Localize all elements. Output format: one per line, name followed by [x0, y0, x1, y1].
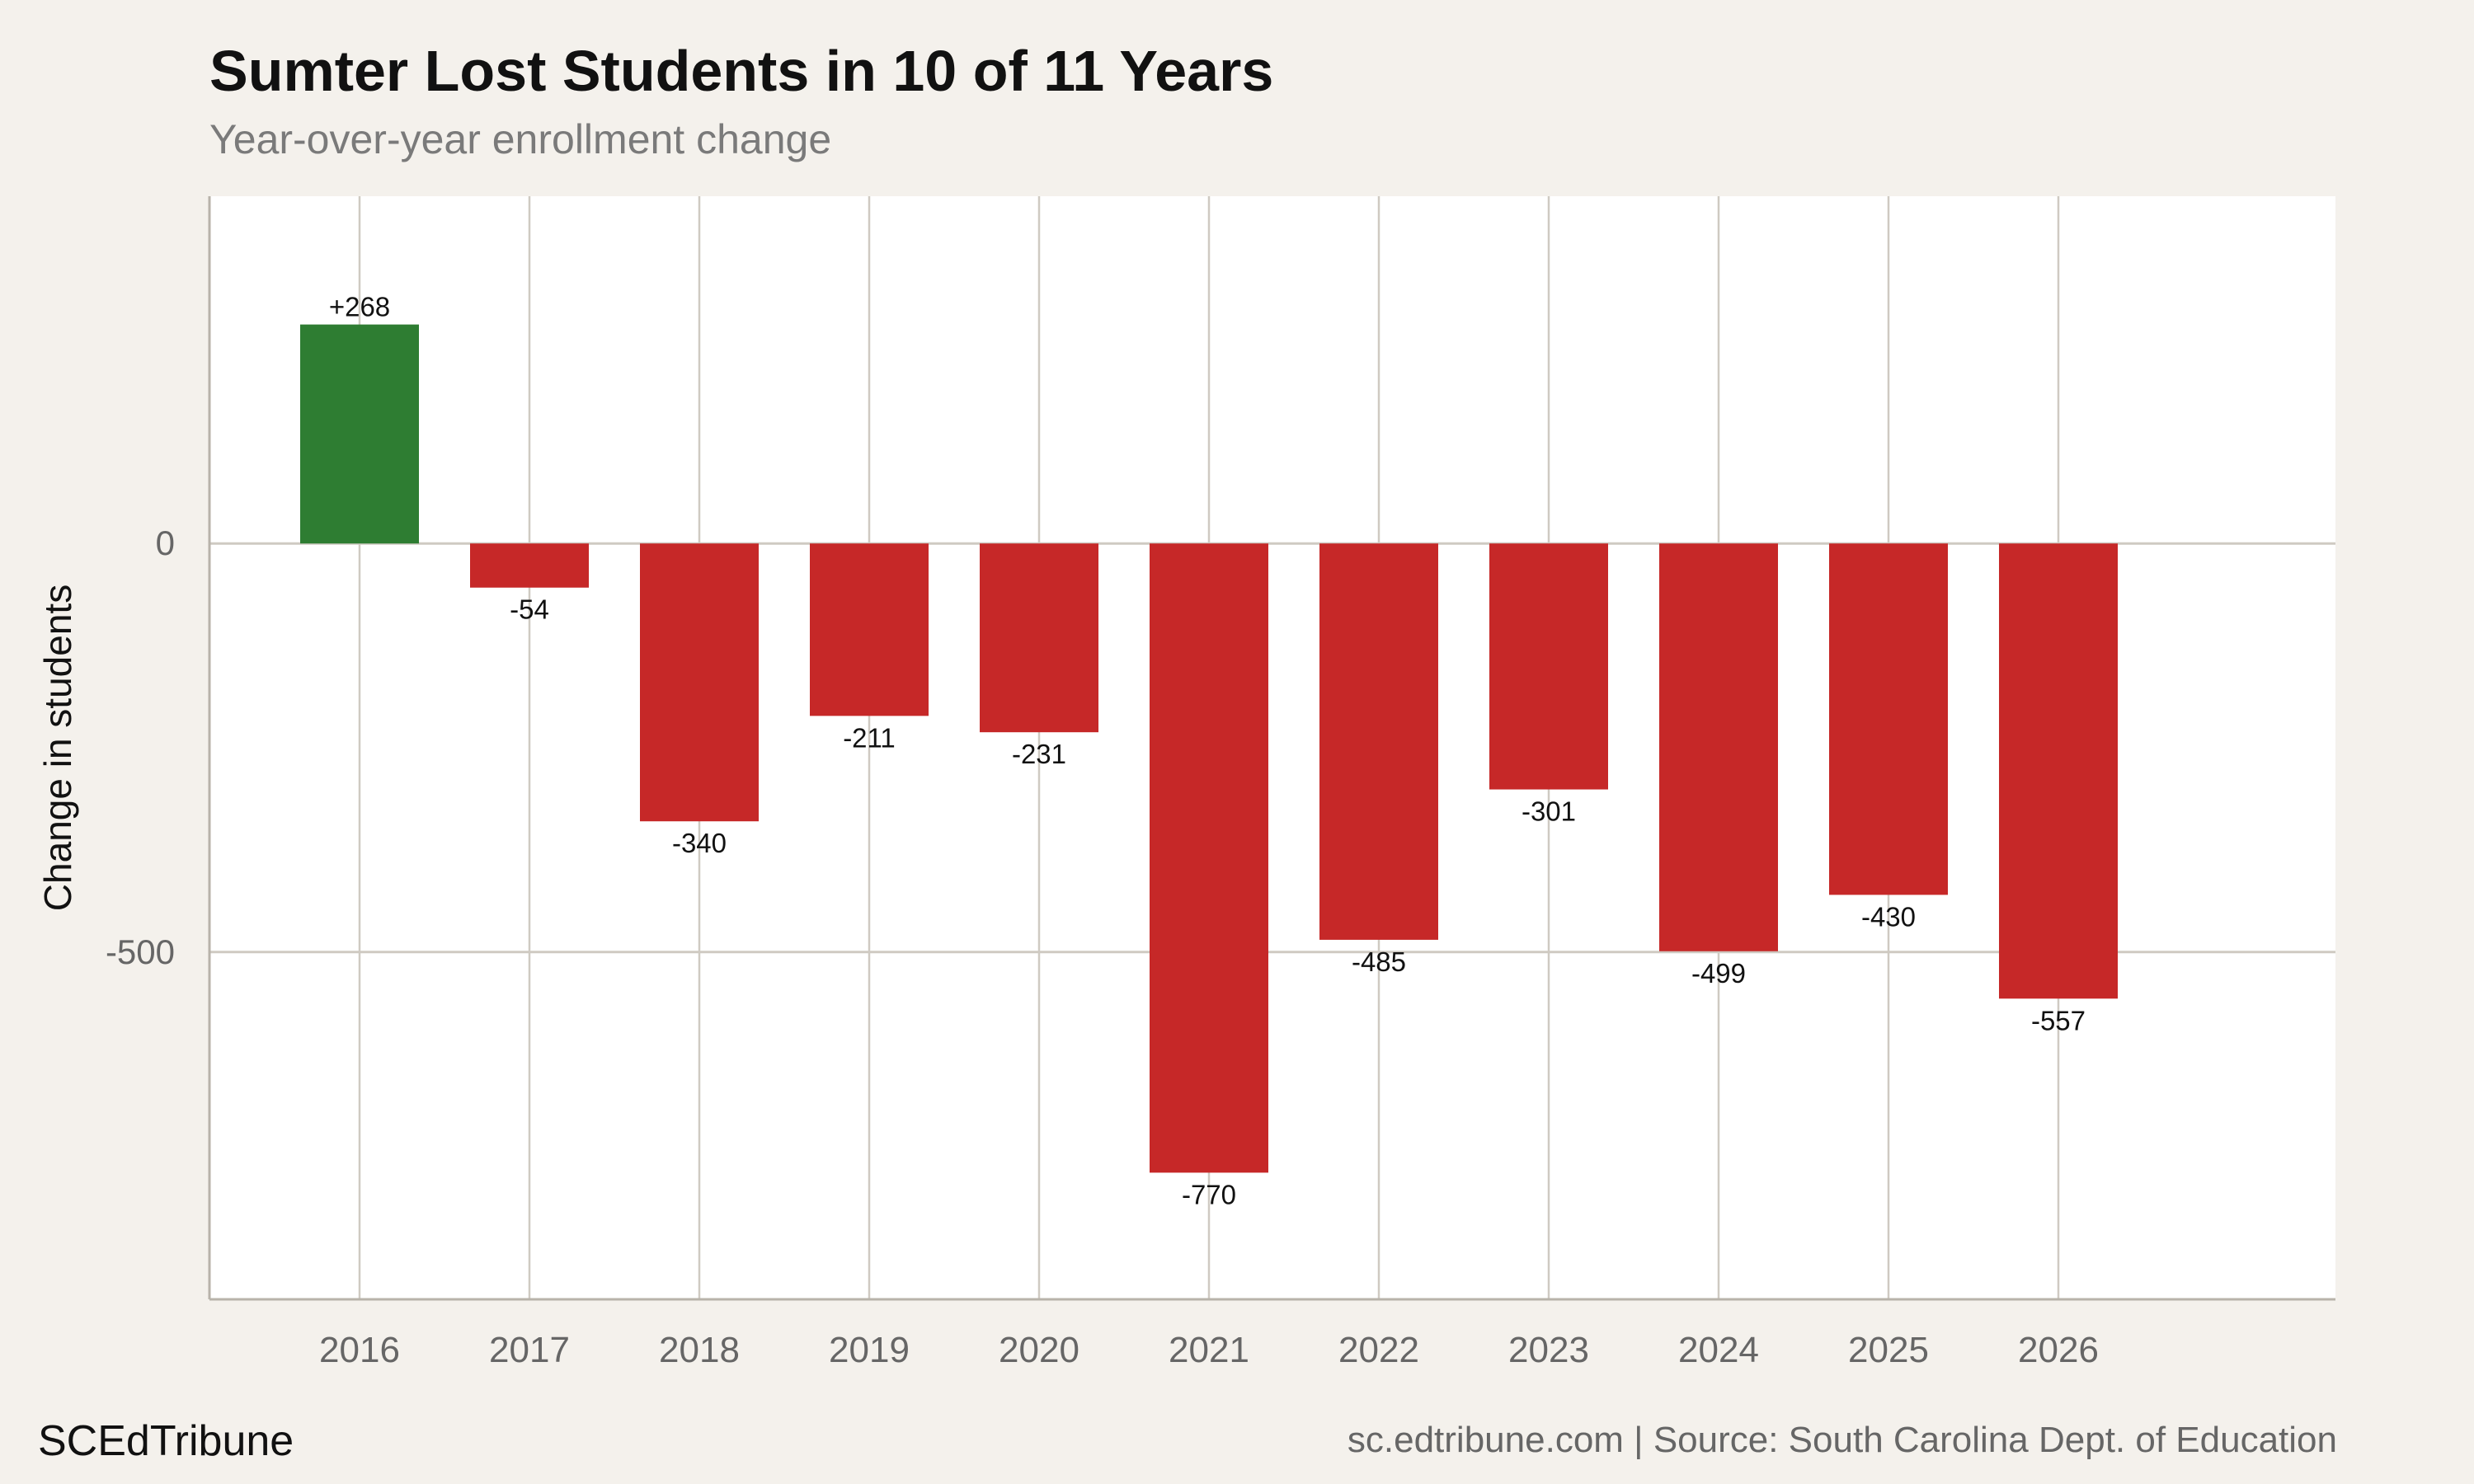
- x-tick-label: 2026: [2018, 1330, 2099, 1370]
- x-tick-label: 2021: [1169, 1330, 1249, 1370]
- bar-2016: [300, 324, 419, 544]
- bar-2024: [1659, 543, 1778, 951]
- x-tick-label: 2016: [319, 1330, 400, 1370]
- bar-label-2017: -54: [510, 594, 549, 625]
- bar-2021: [1150, 543, 1268, 1173]
- x-tick-label: 2025: [1848, 1330, 1929, 1370]
- bar-2022: [1319, 543, 1438, 940]
- x-tick-label: 2022: [1338, 1330, 1419, 1370]
- x-tick-label: 2017: [489, 1330, 570, 1370]
- y-tick-label: -500: [106, 932, 175, 971]
- bar-label-2019: -211: [843, 722, 896, 753]
- bar-2023: [1489, 543, 1608, 790]
- bar-2026: [1999, 543, 2118, 999]
- x-tick-label: 2019: [829, 1330, 910, 1370]
- chart-subtitle: Year-over-year enrollment change: [209, 116, 832, 162]
- bar-label-2023: -301: [1522, 796, 1576, 827]
- bar-label-2016: +268: [329, 292, 390, 322]
- bar-2017: [470, 543, 589, 588]
- source-credit: sc.edtribune.com | Source: South Carolin…: [1347, 1420, 2337, 1460]
- bar-data-labels: +268 -54 -340 -211 -231 -770 -485 -301 -499 -430 -…: [329, 292, 2086, 1210]
- bar-2019: [810, 543, 929, 716]
- bar-label-2018: -340: [672, 828, 727, 858]
- bar-2020: [980, 543, 1098, 733]
- y-tick-labels: 0 -500: [106, 524, 175, 971]
- bar-label-2022: -485: [1352, 946, 1406, 977]
- brand-logo-text: SCEdTribune: [38, 1417, 294, 1465]
- bar-label-2024: -499: [1691, 958, 1746, 989]
- bar-2018: [640, 543, 759, 822]
- bar-2025: [1829, 543, 1948, 895]
- x-tick-label: 2020: [999, 1330, 1079, 1370]
- y-tick-label: 0: [156, 524, 175, 562]
- bar-label-2026: -557: [2031, 1005, 2086, 1036]
- x-tick-label: 2023: [1508, 1330, 1589, 1370]
- bar-label-2021: -770: [1182, 1179, 1236, 1209]
- bar-label-2020: -231: [1012, 739, 1066, 769]
- x-tick-labels: 2016 2017 2018 2019 2020 2021 2022 2023 2024 2025…: [319, 1330, 2099, 1370]
- y-axis-label: Change in students: [36, 585, 79, 911]
- x-tick-label: 2018: [659, 1330, 740, 1370]
- x-tick-label: 2024: [1678, 1330, 1759, 1370]
- bar-label-2025: -430: [1861, 901, 1916, 932]
- chart-title: Sumter Lost Students in 10 of 11 Years: [209, 39, 1274, 103]
- plot-background: [209, 196, 2335, 1299]
- bars: [300, 324, 2118, 1173]
